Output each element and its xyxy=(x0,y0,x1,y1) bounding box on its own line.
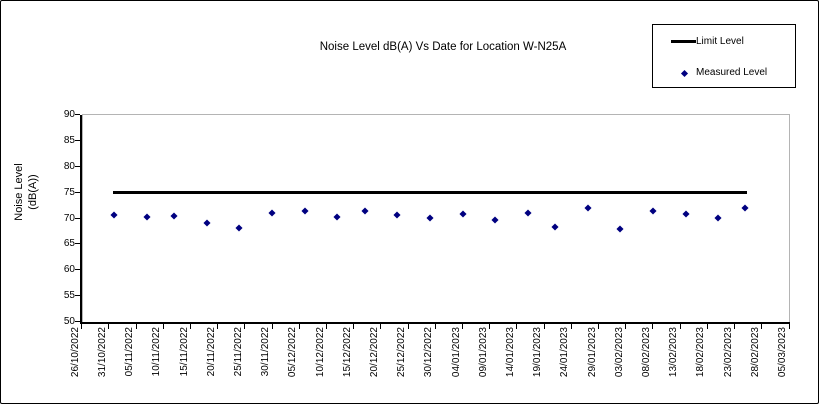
x-tick xyxy=(81,323,83,329)
x-tick xyxy=(434,323,436,329)
x-tick-label: 28/02/2023 xyxy=(749,327,761,378)
chart-title: Noise Level dB(A) Vs Date for Location W… xyxy=(319,41,567,53)
y-tick xyxy=(75,191,81,193)
x-tick xyxy=(108,323,110,329)
x-tick xyxy=(652,323,654,329)
x-tick xyxy=(271,323,273,329)
x-tick-label: 30/11/2022 xyxy=(260,327,272,377)
x-tick-label: 20/12/2022 xyxy=(368,327,380,378)
x-tick xyxy=(135,323,137,329)
x-tick-label: 03/02/2023 xyxy=(613,327,625,378)
x-axis-line xyxy=(80,321,791,324)
x-tick-label: 05/12/2022 xyxy=(287,327,299,378)
x-tick xyxy=(489,323,491,329)
y-axis-title-line1: Noise Level xyxy=(13,163,25,221)
y-axis-title: Noise Level (dB(A)) xyxy=(12,122,42,262)
x-tick xyxy=(543,323,545,329)
x-tick-label: 25/11/2022 xyxy=(232,327,244,377)
y-tick xyxy=(75,139,81,141)
x-tick-label: 10/12/2022 xyxy=(314,327,326,378)
legend-limit-line-swatch xyxy=(671,40,696,43)
y-tick-label: 60 xyxy=(63,264,75,276)
x-tick-label: 13/02/2023 xyxy=(668,327,680,378)
x-tick-label: 24/01/2023 xyxy=(559,327,571,378)
x-tick-label: 25/12/2022 xyxy=(396,327,408,378)
x-tick-label: 23/02/2023 xyxy=(722,327,734,378)
y-tick xyxy=(75,269,81,271)
x-tick xyxy=(462,323,464,329)
x-tick-label: 15/11/2022 xyxy=(178,327,190,377)
x-tick xyxy=(217,323,219,329)
y-tick xyxy=(75,217,81,219)
y-tick-label: 55 xyxy=(63,290,75,302)
x-tick-label: 20/11/2022 xyxy=(205,327,217,377)
x-tick xyxy=(734,323,736,329)
y-tick xyxy=(75,165,81,167)
x-tick-label: 18/02/2023 xyxy=(695,327,707,378)
limit-level-line xyxy=(112,190,747,194)
x-tick xyxy=(326,323,328,329)
y-tick xyxy=(75,295,81,297)
plot-area-border xyxy=(81,114,791,324)
x-tick-label: 26/10/2022 xyxy=(69,327,81,378)
x-tick-label: 05/03/2023 xyxy=(777,327,788,378)
x-tick-label: 29/01/2023 xyxy=(586,327,598,378)
legend-label-measured-level: Measured Level xyxy=(696,67,768,78)
y-tick-label: 70 xyxy=(63,212,75,224)
x-tick xyxy=(380,323,382,329)
x-tick xyxy=(244,323,246,329)
x-tick xyxy=(407,323,409,329)
x-tick-label: 05/11/2022 xyxy=(124,327,136,377)
x-tick xyxy=(570,323,572,329)
x-tick-label: 08/02/2023 xyxy=(640,327,652,378)
y-tick xyxy=(75,321,81,322)
x-tick xyxy=(162,323,164,329)
y-tick-label: 80 xyxy=(63,160,75,172)
y-tick-label: 50 xyxy=(63,316,75,327)
x-tick-label: 14/01/2023 xyxy=(504,327,516,378)
legend-measured-diamond-swatch xyxy=(680,69,689,78)
x-tick-label: 15/12/2022 xyxy=(341,327,353,378)
y-tick-label: 90 xyxy=(63,109,75,120)
x-tick-label: 31/10/2022 xyxy=(96,327,108,378)
x-tick xyxy=(625,323,627,329)
y-tick-label: 65 xyxy=(63,238,75,250)
y-tick xyxy=(75,243,81,245)
x-tick xyxy=(190,323,191,329)
x-tick xyxy=(598,323,600,329)
x-tick xyxy=(679,323,681,329)
y-tick-label: 75 xyxy=(63,186,75,198)
x-tick xyxy=(516,323,518,329)
x-tick xyxy=(761,323,763,329)
legend-label-limit-level: Limit Level xyxy=(696,36,744,47)
legend: Limit Level Measured Level xyxy=(652,24,796,88)
x-tick xyxy=(788,323,790,329)
y-tick xyxy=(75,114,81,115)
x-tick xyxy=(706,323,708,329)
x-tick xyxy=(298,323,300,329)
x-tick-label: 09/01/2023 xyxy=(477,327,489,378)
y-tick-label: 85 xyxy=(63,134,75,146)
x-tick xyxy=(353,323,355,329)
y-axis-title-line2: (dB(A)) xyxy=(27,174,39,210)
x-tick-label: 10/11/2022 xyxy=(151,327,163,377)
x-tick-label: 04/01/2023 xyxy=(450,327,462,378)
x-tick-label: 19/01/2023 xyxy=(532,327,544,378)
y-axis-line xyxy=(80,114,83,324)
x-tick-label: 30/12/2022 xyxy=(423,327,435,378)
